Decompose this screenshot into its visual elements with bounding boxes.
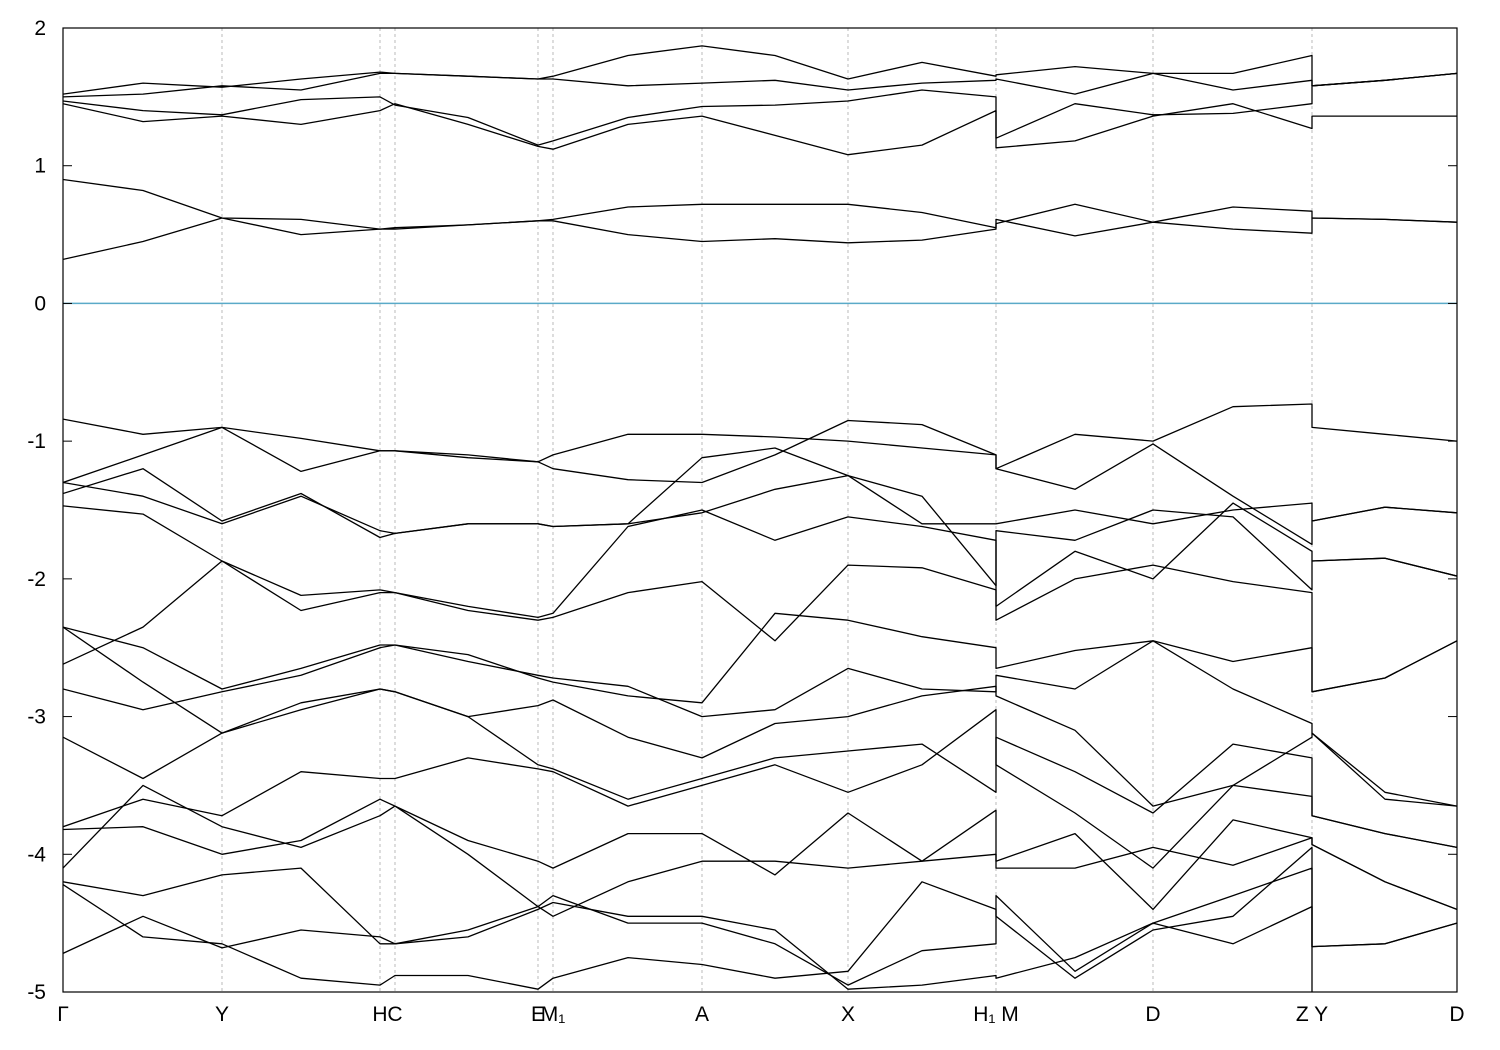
x-tick-label: X (841, 1003, 855, 1026)
x-tick-label: D (1145, 1003, 1160, 1026)
band-line (63, 626, 1457, 807)
y-tick-label: -2 (27, 568, 46, 591)
band-line (63, 178, 1457, 230)
y-tick-label: -4 (27, 843, 46, 866)
band-line (63, 72, 1457, 146)
bands-layer (63, 45, 1457, 992)
y-tick-label: -1 (27, 430, 46, 453)
x-tick-label: Y (215, 1003, 229, 1026)
x-tick-label: C (387, 1003, 402, 1026)
band-line (63, 784, 1457, 911)
plot-frame (62, 27, 1458, 993)
axes-layer: -5 -4 -3 -2 -1 0 1 2 Γ Y H C EM₁ A X H₁ M D Z Y D (27, 17, 1464, 1026)
x-tick-label: M₁ (541, 1003, 566, 1026)
band-line (63, 403, 1457, 473)
x-tick-label: H₁ M (973, 1003, 1019, 1026)
y-tick-label: -3 (27, 706, 46, 729)
band-line (63, 846, 1313, 992)
band-line (63, 419, 1457, 546)
band-line (63, 612, 1457, 704)
y-tick-label: 0 (34, 292, 46, 315)
band-line (63, 45, 1457, 95)
x-tick-label: H (372, 1003, 387, 1026)
band-line (63, 867, 1457, 986)
y-tick-label: 1 (34, 155, 46, 178)
band-line (63, 640, 1457, 807)
band-line (63, 72, 1457, 98)
band-line (63, 217, 1457, 261)
band-line (63, 688, 1457, 849)
band-line (63, 901, 1457, 990)
band-line (63, 709, 1457, 869)
y-tick-label: -5 (27, 981, 46, 1004)
y-tick-label: 2 (34, 17, 46, 40)
band-line (63, 468, 1457, 591)
x-tick-label: A (695, 1003, 709, 1026)
band-line (63, 502, 1457, 619)
x-tick-label: Γ (57, 1003, 69, 1026)
band-line (63, 560, 1457, 693)
band-line (63, 447, 1457, 535)
band-line (63, 103, 1457, 156)
x-tick-label: E (531, 1003, 545, 1026)
x-tick-label: Z Y (1296, 1003, 1328, 1026)
band-line (63, 798, 1457, 917)
x-tick-label: D (1449, 1003, 1464, 1026)
grid-layer (62, 28, 1458, 992)
